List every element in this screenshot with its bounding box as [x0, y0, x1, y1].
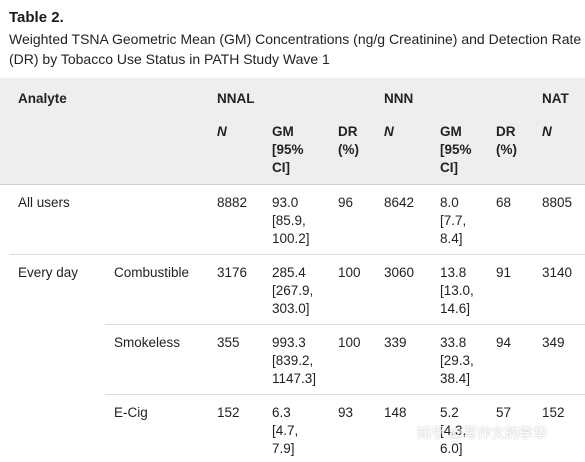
header-divider	[0, 184, 585, 185]
cell-nnal-dr: 93	[338, 405, 354, 420]
cell-nnn-gm: 8.0 [7.7, 8.4]	[440, 195, 467, 246]
cell-nnal-n: 355	[217, 335, 240, 350]
subheader-nnn-dr: DR (%)	[496, 124, 517, 157]
watermark: 知乎 @写作文的李华	[417, 423, 547, 443]
row-sublabel: E-Cig	[114, 405, 148, 420]
cell-nnal-dr: 100	[338, 265, 361, 280]
header-group-nnal: NNAL	[217, 91, 255, 106]
cell-nnn-n: 3060	[384, 265, 415, 280]
cell-nnal-dr: 96	[338, 195, 354, 210]
row-divider	[9, 254, 585, 255]
cell-nnn-dr: 94	[496, 335, 512, 350]
row-sublabel: Smokeless	[114, 335, 181, 350]
cell-nnal-n: 3176	[217, 265, 248, 280]
cell-nnn-n: 339	[384, 335, 407, 350]
cell-nat-n: 8805	[542, 195, 573, 210]
cell-nnn-gm: 33.8 [29.3, 38.4]	[440, 335, 474, 386]
cell-nnal-gm: 993.3 [839.2, 1147.3]	[272, 335, 317, 386]
table-header	[0, 78, 585, 184]
cell-nnal-gm: 285.4 [267.9, 303.0]	[272, 265, 314, 316]
cell-nnn-gm: 5.2 [4.3, 6.0]	[440, 405, 467, 456]
cell-nat-n: 152	[542, 405, 565, 420]
row-label: Every day	[18, 265, 79, 280]
cell-nnal-n: 152	[217, 405, 240, 420]
cell-nat-n: 3140	[542, 265, 573, 280]
cell-nnn-dr: 91	[496, 265, 512, 280]
cell-nnal-gm: 93.0 [85.9, 100.2]	[272, 195, 310, 246]
row-label: All users	[18, 195, 70, 210]
row-sublabel: Combustible	[114, 265, 190, 280]
cell-nat-n: 349	[542, 335, 565, 350]
subheader-nnal-n: N	[217, 124, 227, 139]
cell-nnn-dr: 68	[496, 195, 512, 210]
watermark-text: 知乎 @写作文的李华	[417, 425, 548, 441]
header-analyte: Analyte	[18, 91, 67, 106]
subheader-nat-n: N	[542, 124, 552, 139]
cell-nnn-gm: 13.8 [13.0, 14.6]	[440, 265, 474, 316]
data-table: Analyte NNAL NNN NAT N GM [95% CI] DR (%…	[0, 78, 585, 462]
subheader-nnal-dr: DR (%)	[338, 124, 359, 157]
cell-nnal-dr: 100	[338, 335, 361, 350]
cell-nnn-n: 148	[384, 405, 407, 420]
subheader-nnn-gm: GM [95% CI]	[440, 124, 472, 175]
subheader-nnn-n: N	[384, 124, 394, 139]
cell-nnal-n: 8882	[217, 195, 248, 210]
row-divider	[105, 394, 585, 395]
cell-nnn-dr: 57	[496, 405, 512, 420]
cell-nnn-n: 8642	[384, 195, 415, 210]
header-group-nat: NAT	[542, 91, 569, 106]
row-divider	[105, 324, 585, 325]
header-group-nnn: NNN	[384, 91, 414, 106]
table-caption: Weighted TSNA Geometric Mean (GM) Concen…	[9, 31, 582, 67]
table-title: Table 2.	[9, 9, 64, 26]
cell-nnal-gm: 6.3 [4.7, 7.9]	[272, 405, 299, 456]
subheader-nnal-gm: GM [95% CI]	[272, 124, 304, 175]
